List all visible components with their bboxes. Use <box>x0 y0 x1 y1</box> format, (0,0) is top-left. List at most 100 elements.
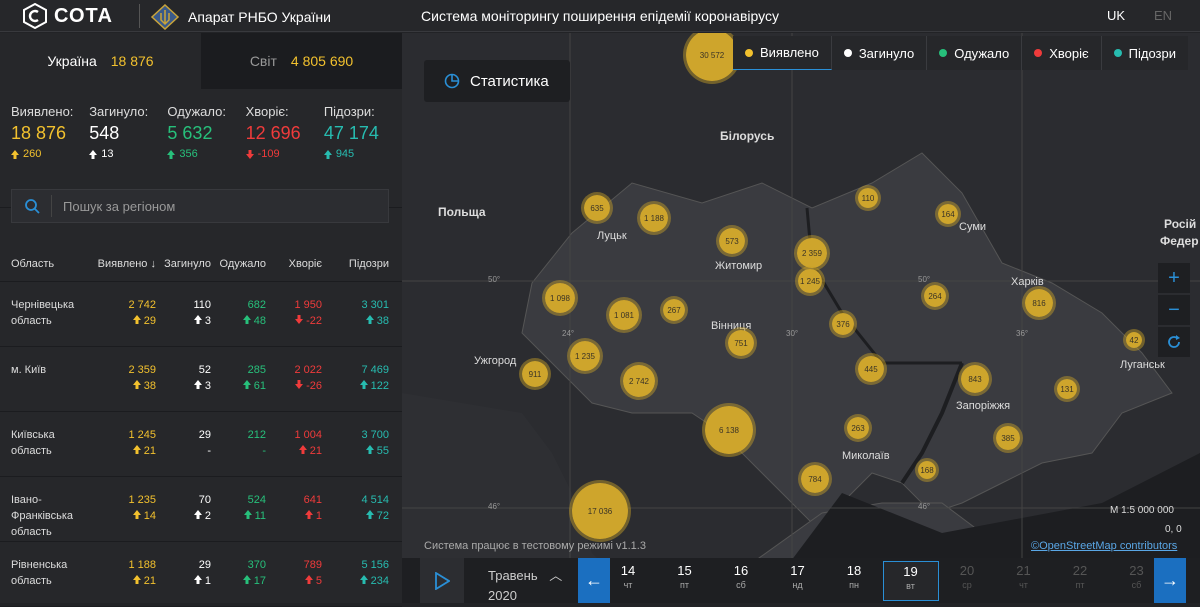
osm-attribution-link[interactable]: ©OpenStreetMap contributors <box>1031 540 1178 552</box>
map-bubble[interactable]: 911 <box>519 358 551 390</box>
play-button[interactable] <box>420 558 464 603</box>
day-17[interactable]: 17 нд <box>790 563 805 590</box>
legend-item-3[interactable]: Хворіє <box>1022 36 1102 70</box>
table-row[interactable]: Чернівецька область 2 742 29 110 3 682 48 1 … <box>0 282 402 347</box>
map-bubble[interactable]: 2 742 <box>620 362 658 400</box>
grid-lat-46-right: 46° <box>918 502 931 511</box>
grid-lon-30: 30° <box>786 329 799 338</box>
day-19[interactable]: 19 вт <box>882 561 939 601</box>
map-bubble[interactable]: 843 <box>958 362 992 396</box>
map-bubble[interactable]: 110 <box>855 185 881 211</box>
map-bubble[interactable]: 42 <box>1123 329 1145 351</box>
arrow-up-icon <box>359 380 368 389</box>
map-bubble[interactable]: 385 <box>993 423 1023 453</box>
city-sumy: Суми <box>959 221 987 233</box>
legend-item-0[interactable]: Виявлено <box>733 36 832 70</box>
map-bubble[interactable]: 1 081 <box>606 297 642 333</box>
cell-region: Чернівецька область <box>11 299 75 327</box>
cell-recovered: 682 48 <box>211 297 266 330</box>
cell-sick: 1 950 -22 <box>294 299 322 327</box>
day-20[interactable]: 20 ср <box>959 563 975 590</box>
grid-lat-46-left: 46° <box>488 502 501 511</box>
arrow-left-icon: ← <box>585 570 603 590</box>
map-bubble[interactable]: 267 <box>660 296 688 324</box>
legend-dot-icon <box>843 49 852 57</box>
legend-item-2[interactable]: Одужало <box>927 36 1023 70</box>
arrow-up-icon <box>11 149 19 159</box>
lang-en-button[interactable]: EN <box>1154 8 1173 23</box>
month-selector[interactable]: Травень ︿ 2020 <box>488 566 562 606</box>
map-bubble[interactable]: 376 <box>829 310 857 338</box>
day-18[interactable]: 18 пн <box>846 563 862 590</box>
sota-logo[interactable]: СОТА <box>22 3 113 29</box>
cell-region: м. Київ <box>11 364 47 376</box>
search-icon[interactable] <box>12 195 52 217</box>
map-bubble[interactable]: 131 <box>1054 376 1080 402</box>
refresh-button[interactable] <box>1158 327 1190 357</box>
arrow-up-icon <box>132 380 141 389</box>
arrow-up-icon <box>132 315 141 324</box>
map-bubble[interactable]: 164 <box>935 201 961 227</box>
legend-item-1[interactable]: Загинуло <box>832 36 928 70</box>
map-bubble[interactable]: 17 036 <box>569 480 631 542</box>
map-view[interactable]: Білорусь Польща Росій Федер Луцьк Житоми… <box>402 33 1200 603</box>
map-bubble[interactable]: 1 235 <box>567 338 603 374</box>
map-bubble[interactable]: 784 <box>798 462 832 496</box>
map-bubble[interactable]: 6 138 <box>702 403 756 457</box>
table-row[interactable]: Рівненська область 1 188 21 29 1 370 17 789 … <box>0 542 402 607</box>
map-bubble[interactable]: 263 <box>844 414 872 442</box>
day-21[interactable]: 21 чт <box>1016 563 1031 590</box>
map-bubble[interactable]: 751 <box>725 327 757 359</box>
statistics-button[interactable]: Статистика <box>424 60 570 102</box>
arrow-up-icon <box>243 510 252 519</box>
map-bubble[interactable]: 1 245 <box>795 266 825 296</box>
map-bubble[interactable]: 30 572 <box>683 33 741 84</box>
search-input[interactable] <box>52 198 352 214</box>
col-detected[interactable]: Виявлено ↓ <box>97 257 156 270</box>
table-row[interactable]: м. Київ 2 359 38 52 3 285 61 2 022 -26 7 469 … <box>0 347 402 412</box>
col-recovered[interactable]: Одужало <box>219 257 267 270</box>
tab-world[interactable]: Світ 4 805 690 <box>201 33 402 89</box>
prev-day-button[interactable]: ← <box>578 558 610 603</box>
cell-detected: 2 742 29 <box>128 299 156 327</box>
rnbo-link[interactable]: Апарат РНБО України <box>150 4 331 30</box>
cell-sick: 789 5 <box>303 559 322 587</box>
tab-ukraine[interactable]: Україна 18 876 <box>0 33 201 89</box>
map-bubble[interactable]: 635 <box>581 192 613 224</box>
arrow-up-icon <box>193 315 202 324</box>
city-zaporizhzhia: Запоріжжя <box>956 400 1011 412</box>
total-0: Виявлено: 18 876 260 <box>11 90 89 207</box>
day-14[interactable]: 14 чт <box>620 563 636 590</box>
day-15[interactable]: 15 пт <box>677 563 692 590</box>
search-box[interactable] <box>11 189 389 223</box>
header-divider <box>139 4 140 28</box>
map-bubble[interactable]: 816 <box>1022 286 1056 320</box>
map-bubble[interactable]: 168 <box>915 458 939 482</box>
col-sick[interactable]: Хворіє <box>288 257 322 270</box>
cell-suspected: 7 469 122 <box>359 364 389 392</box>
table-row[interactable]: Київська область 1 245 21 29- 212- 1 004 21 3… <box>0 412 402 477</box>
col-region[interactable]: Область <box>11 257 55 270</box>
map-bubble[interactable]: 264 <box>921 282 949 310</box>
cell-region: Івано-Франківська область <box>11 494 74 538</box>
map-bubble[interactable]: 1 098 <box>542 280 578 316</box>
map-bubble[interactable]: 573 <box>716 225 748 257</box>
map-bubble[interactable]: 445 <box>855 353 887 385</box>
total-value: 548 <box>89 123 120 143</box>
day-23[interactable]: 23 сб <box>1129 563 1144 590</box>
city-kharkiv: Харків <box>1011 276 1044 288</box>
day-22[interactable]: 22 пт <box>1072 563 1088 590</box>
col-suspected[interactable]: Підозри <box>348 257 389 270</box>
lang-uk-button[interactable]: UK <box>1107 8 1126 23</box>
legend-item-4[interactable]: Підозри <box>1102 36 1188 70</box>
zoom-out-button[interactable]: − <box>1158 295 1190 325</box>
map-bubble[interactable]: 1 188 <box>637 201 671 235</box>
grid-lat-50-right: 50° <box>918 275 931 284</box>
zoom-in-button[interactable]: + <box>1158 263 1190 293</box>
arrow-up-icon <box>132 445 141 454</box>
arrow-up-icon <box>132 510 141 519</box>
next-day-button[interactable]: → <box>1154 558 1186 603</box>
day-16[interactable]: 16 сб <box>733 563 749 590</box>
col-dead[interactable]: Загинуло <box>164 257 211 270</box>
table-row[interactable]: Івано-Франківська область 1 235 14 70 2 524… <box>0 477 402 542</box>
